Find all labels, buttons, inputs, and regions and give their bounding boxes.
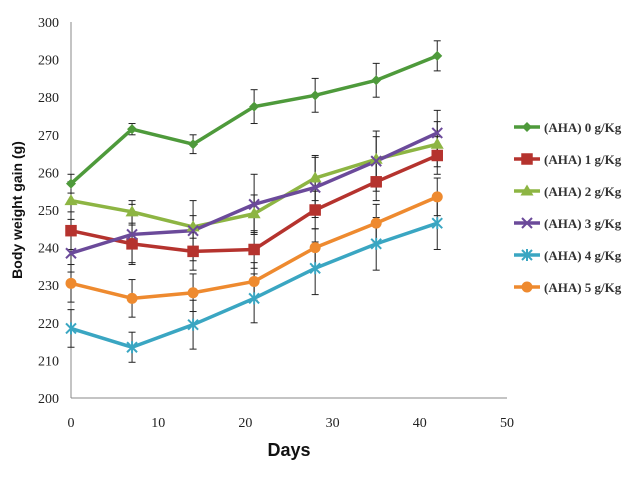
legend-label: (AHA) 3 g/Kg [544,216,622,231]
y-tick-label: 240 [38,242,59,257]
legend-marker [521,281,533,293]
data-point-1-5 [370,176,382,188]
series-markers [64,50,444,354]
legend-marker [521,217,533,229]
data-point-0-2 [188,139,199,150]
legend-entry: (AHA) 2 g/Kg [514,184,622,199]
data-point-2-0 [64,194,78,206]
data-point-0-0 [66,178,76,189]
data-point-0-3 [249,101,260,112]
legend-marker [521,249,533,261]
data-point-0-5 [371,75,382,86]
data-point-0-1 [127,124,138,135]
data-point-1-4 [309,204,321,216]
data-point-5-1 [126,292,138,304]
x-tick-label: 50 [500,416,514,431]
data-point-4-5 [370,237,382,250]
x-tick-label: 20 [238,416,252,431]
data-point-3-1 [126,228,138,241]
data-point-4-1 [126,341,138,354]
legend: (AHA) 0 g/Kg (AHA) 1 g/Kg (AHA) 2 g/Kg (AHA… [514,120,622,295]
error-bars [67,40,441,363]
tick-labels: 200 210 220 230 240 250 260 270 280 290 300 0 10 20 30… [38,16,514,431]
y-tick-label: 270 [38,129,59,144]
data-point-3-3 [248,198,260,211]
data-point-2-6 [430,137,444,149]
data-point-4-3 [248,292,260,305]
legend-label: (AHA) 2 g/Kg [544,184,622,199]
legend-marker [522,122,532,132]
y-tick-label: 210 [38,354,59,369]
legend-entry: (AHA) 5 g/Kg [514,280,622,295]
data-point-5-6 [431,191,443,203]
y-tick-label: 290 [38,54,59,69]
x-tick-label: 0 [68,416,75,431]
data-point-0-4 [310,90,321,101]
data-point-4-2 [187,318,199,331]
data-point-1-3 [248,243,260,256]
legend-entry: (AHA) 0 g/Kg [514,120,622,135]
y-tick-label: 280 [38,91,59,106]
data-point-1-0 [65,224,77,237]
legend-label: (AHA) 4 g/Kg [544,248,622,263]
data-point-3-6 [431,127,443,139]
legend-entry: (AHA) 3 g/Kg [514,216,622,231]
data-point-5-0 [65,277,77,289]
data-point-4-0 [65,322,77,335]
legend-marker [520,184,534,196]
legend-entry: (AHA) 1 g/Kg [514,152,622,167]
legend-marker [521,153,533,165]
x-tick-label: 10 [151,416,165,431]
data-point-2-3 [247,207,261,219]
legend-entry: (AHA) 4 g/Kg [514,248,622,263]
y-tick-label: 250 [38,204,59,219]
y-tick-label: 260 [38,166,59,181]
data-point-3-4 [309,181,321,194]
data-point-5-5 [370,217,382,229]
legend-label: (AHA) 0 g/Kg [544,120,622,135]
data-point-1-1 [126,238,138,250]
data-point-1-6 [431,149,443,162]
data-point-2-5 [369,152,383,164]
data-point-5-2 [187,287,199,299]
x-tick-label: 30 [326,416,340,431]
y-tick-label: 230 [38,279,59,294]
y-tick-label: 300 [38,16,59,31]
y-tick-label: 220 [38,317,59,332]
legend-label: (AHA) 1 g/Kg [544,152,622,167]
y-axis-title: Body weight gain (g) [9,141,25,279]
legend-label: (AHA) 5 g/Kg [544,280,622,295]
data-point-2-4 [308,171,322,183]
data-point-4-6 [431,217,443,230]
data-point-5-4 [309,242,321,254]
x-axis-title: Days [267,440,310,460]
data-point-5-3 [248,275,260,287]
y-tick-label: 200 [38,392,59,407]
data-point-1-2 [187,245,199,258]
data-point-3-5 [370,155,382,167]
data-point-0-6 [432,50,443,61]
data-point-3-2 [187,224,199,237]
data-point-3-0 [65,247,77,259]
x-tick-label: 40 [413,416,427,431]
data-point-4-4 [309,262,321,275]
data-point-2-1 [125,205,139,217]
